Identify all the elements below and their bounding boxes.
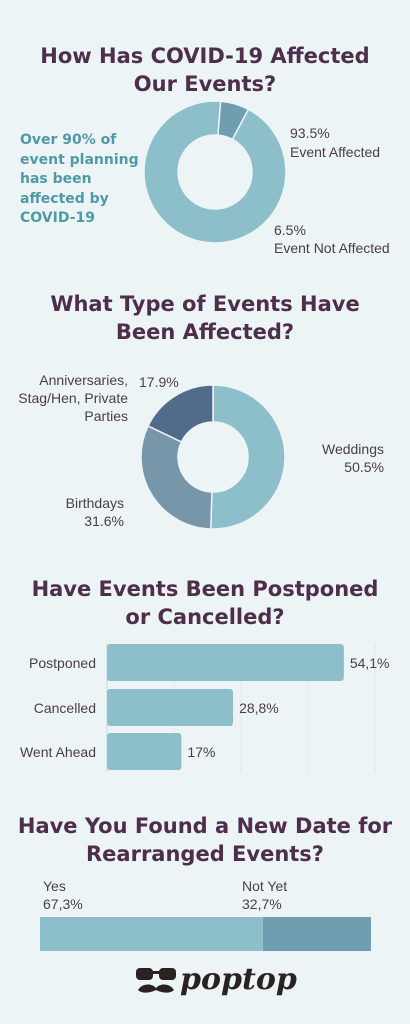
section2-title-line1: What Type of Events Have xyxy=(50,292,360,316)
callout-line: event planning xyxy=(20,151,139,168)
section3-title-line2: or Cancelled? xyxy=(125,605,285,629)
yes-pct: 67,3% xyxy=(43,896,83,912)
event-types-donut-chart xyxy=(140,384,286,530)
covid-callout: Over 90% of event planning has been affe… xyxy=(20,131,140,229)
new-date-stacked-bar xyxy=(40,917,371,951)
section4-title: Have You Found a New Date for Rearranged… xyxy=(0,812,410,868)
yes-name: Yes xyxy=(43,878,66,894)
not-affected-pct-label: 6.5% xyxy=(274,222,306,238)
donut-slice-anniversaries xyxy=(147,384,214,443)
weddings-name: Weddings xyxy=(321,441,384,457)
weddings-pct: 50.5% xyxy=(344,459,384,475)
section4-title-line2: Rearranged Events? xyxy=(86,842,324,866)
bar-went-ahead xyxy=(107,733,182,770)
bar-value-label: 17% xyxy=(187,744,215,760)
stack-segment-yes xyxy=(40,917,263,951)
callout-line: has been xyxy=(20,171,92,187)
bar-postponed xyxy=(107,644,344,681)
logo-text: poptop xyxy=(180,962,297,997)
anniversaries-label-line: Stag/Hen, Private xyxy=(18,390,128,406)
birthdays-name: Birthdays xyxy=(65,495,124,511)
donut-slice-weddings xyxy=(209,384,286,530)
anniversaries-label-line: Parties xyxy=(84,408,128,424)
weddings-label: Weddings 50.5% xyxy=(318,440,384,476)
yes-label: Yes 67,3% xyxy=(43,877,83,913)
donut-slice-event-not-affected xyxy=(217,100,250,141)
poptop-logo: poptop xyxy=(134,962,297,1004)
affected-name-label: Event Affected xyxy=(290,144,381,160)
affected-pct-label: 93.5% xyxy=(290,125,330,141)
callout-line: affected by xyxy=(20,190,109,207)
postponed-bar-chart: Postponed 54,1% Cancelled 28,8% Went Ahead 17… xyxy=(20,644,390,772)
anniversaries-pct-label: 17.9% xyxy=(139,374,179,390)
section1-title: How Has COVID-19 Affected Our Events? xyxy=(0,42,410,98)
not-yet-pct: 32,7% xyxy=(242,896,282,912)
section1-title-line2: Our Events? xyxy=(133,72,277,96)
not-yet-label: Not Yet 32,7% xyxy=(242,877,287,913)
bar-cancelled xyxy=(107,689,234,726)
section4-title-line1: Have You Found a New Date for xyxy=(17,814,393,838)
section3-title: Have Events Been Postponed or Cancelled? xyxy=(0,575,410,631)
bar-category-label: Postponed xyxy=(29,655,96,671)
not-yet-name: Not Yet xyxy=(242,878,288,894)
stack-segment-not-yet xyxy=(262,917,371,951)
donut-slice-birthdays xyxy=(140,424,213,530)
donut-slice-event-affected xyxy=(143,100,287,244)
anniversaries-label: Anniversaries, Stag/Hen, Private Parties xyxy=(18,371,128,425)
callout-line: COVID-19 xyxy=(20,210,96,226)
bar-value-label: 54,1% xyxy=(350,655,390,671)
bar-value-label: 28,8% xyxy=(239,700,279,716)
section2-title-line2: Been Affected? xyxy=(115,320,295,344)
birthdays-label: Birthdays 31.6% xyxy=(62,494,124,530)
mustache-glasses-icon xyxy=(136,968,176,993)
not-affected-name-label: Event Not Affected xyxy=(274,240,390,256)
section3-title-line1: Have Events Been Postponed xyxy=(31,577,379,601)
section1-title-line1: How Has COVID-19 Affected xyxy=(40,44,370,68)
bar-category-label: Went Ahead xyxy=(20,744,96,760)
anniversaries-label-line: Anniversaries, xyxy=(39,372,128,388)
affected-donut-chart xyxy=(143,100,287,244)
section2-title: What Type of Events Have Been Affected? xyxy=(0,290,410,346)
callout-line: Over 90% of xyxy=(20,132,117,148)
birthdays-pct: 31.6% xyxy=(84,513,124,529)
bar-category-label: Cancelled xyxy=(34,700,96,716)
